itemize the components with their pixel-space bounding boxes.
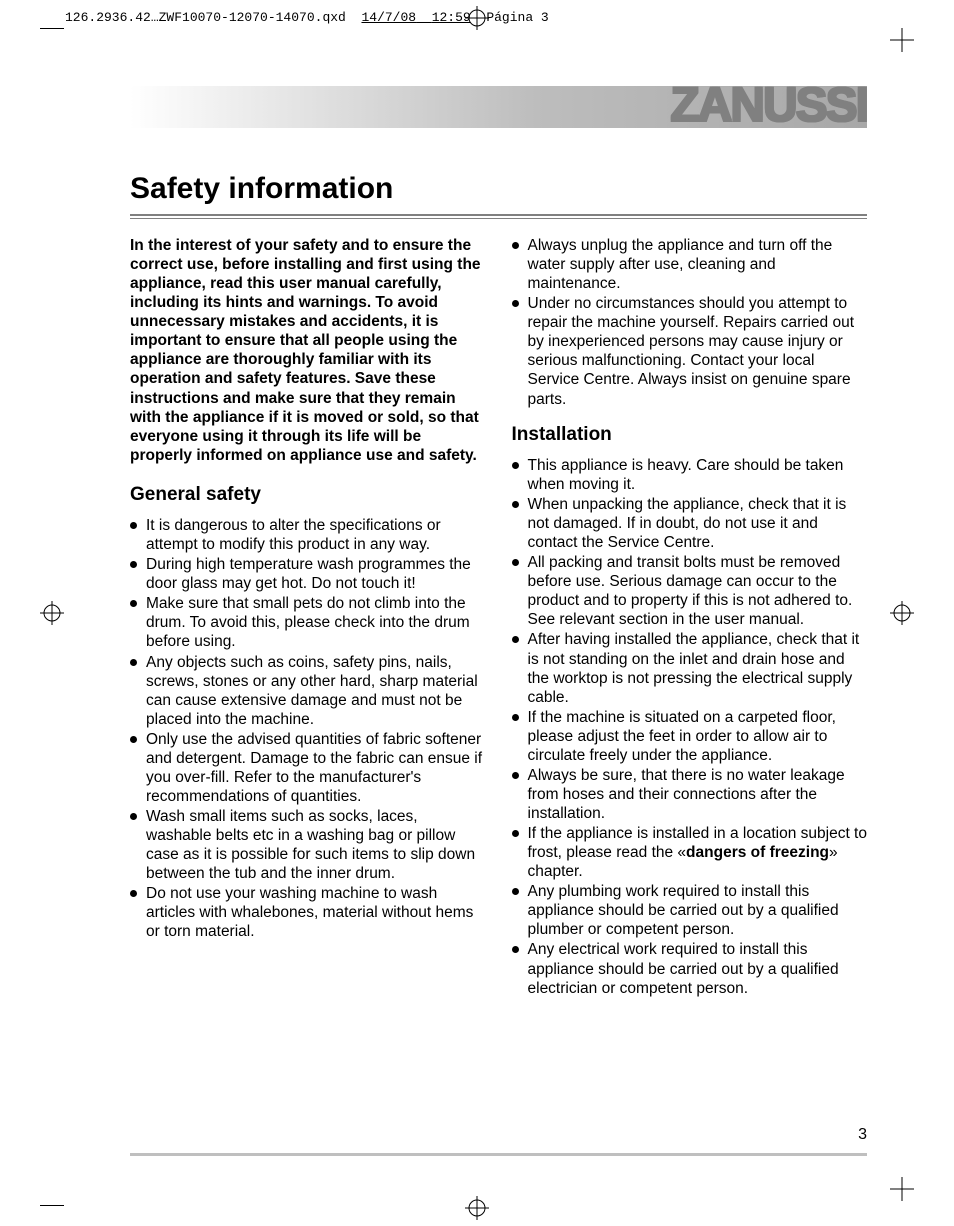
list-item: Do not use your washing machine to wash … xyxy=(130,884,486,941)
list-item: Any electrical work required to install … xyxy=(512,940,868,997)
list-item: Any objects such as coins, safety pins, … xyxy=(130,653,486,729)
page-title: Safety information xyxy=(130,172,393,206)
list-item: It is dangerous to alter the specificati… xyxy=(130,516,486,554)
title-rule xyxy=(130,214,867,216)
list-item: After having installed the appliance, ch… xyxy=(512,630,868,706)
page-number: 3 xyxy=(858,1126,867,1144)
registration-mark-bottom xyxy=(465,1196,489,1220)
title-rule xyxy=(130,218,867,219)
registration-mark-left xyxy=(40,601,64,625)
header-time: 12:59 xyxy=(432,10,471,25)
list-item: This appliance is heavy. Care should be … xyxy=(512,456,868,494)
list-item: When unpacking the appliance, check that… xyxy=(512,495,868,552)
section-heading-installation: Installation xyxy=(512,423,868,446)
list-item: During high temperature wash programmes … xyxy=(130,555,486,593)
header-file: 126.2936.42…ZWF10070-12070-14070.qxd xyxy=(65,10,346,25)
crop-mark xyxy=(40,1205,64,1206)
brand-logo: ZANUSSI xyxy=(670,78,867,133)
list-item: Only use the advised quantities of fabri… xyxy=(130,730,486,806)
general-safety-list: It is dangerous to alter the specificati… xyxy=(130,516,486,941)
left-column: In the interest of your safety and to en… xyxy=(130,236,486,1012)
list-item: Any plumbing work required to install th… xyxy=(512,882,868,939)
right-column: Always unplug the appliance and turn off… xyxy=(512,236,868,1012)
intro-paragraph: In the interest of your safety and to en… xyxy=(130,236,486,465)
list-item: If the appliance is installed in a locat… xyxy=(512,824,868,881)
crop-mark xyxy=(890,1177,914,1206)
installation-list: This appliance is heavy. Care should be … xyxy=(512,456,868,998)
footer-rule xyxy=(130,1153,867,1156)
list-item: Under no circumstances should you attemp… xyxy=(512,294,868,408)
registration-mark-right xyxy=(890,601,914,625)
crop-mark xyxy=(890,28,914,57)
print-header: 126.2936.42…ZWF10070-12070-14070.qxd 14/… xyxy=(65,10,549,25)
list-item: Make sure that small pets do not climb i… xyxy=(130,594,486,651)
list-item: Always be sure, that there is no water l… xyxy=(512,766,868,823)
list-item: Always unplug the appliance and turn off… xyxy=(512,236,868,293)
crop-mark xyxy=(40,28,64,29)
header-page: Página 3 xyxy=(486,10,548,25)
general-safety-list-cont: Always unplug the appliance and turn off… xyxy=(512,236,868,409)
list-item: Wash small items such as socks, laces, w… xyxy=(130,807,486,883)
list-item: All packing and transit bolts must be re… xyxy=(512,553,868,629)
content-columns: In the interest of your safety and to en… xyxy=(130,236,867,1012)
section-heading-general: General safety xyxy=(130,483,486,506)
list-item: If the machine is situated on a carpeted… xyxy=(512,708,868,765)
header-date: 14/7/08 xyxy=(361,10,416,25)
